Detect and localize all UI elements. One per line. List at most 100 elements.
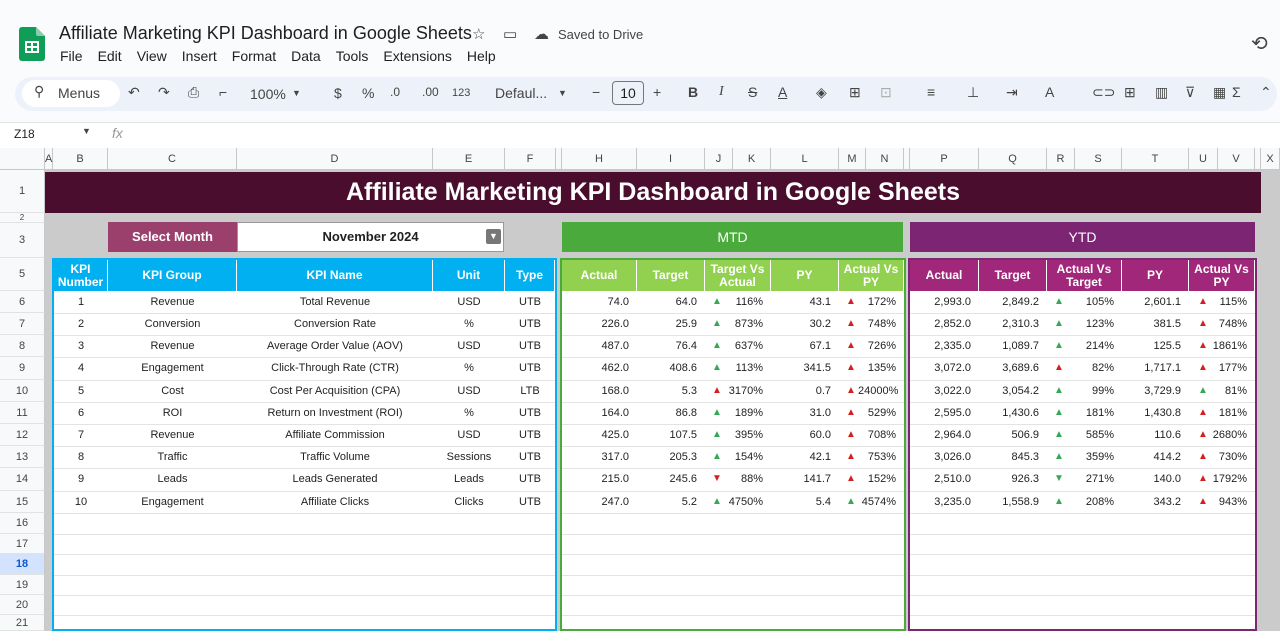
row-header[interactable]: 6	[0, 291, 45, 313]
paint-format-icon[interactable]: ⌐	[219, 84, 228, 100]
more-formats-button[interactable]: 123	[452, 87, 471, 99]
column-header[interactable]: D	[237, 148, 433, 170]
filter-icon[interactable]: ⊽	[1185, 84, 1196, 100]
undo-icon[interactable]: ↶	[128, 84, 140, 100]
select-all-corner[interactable]	[0, 148, 45, 170]
chevron-down-icon[interactable]: ▼	[558, 88, 567, 98]
row-header[interactable]: 20	[0, 595, 45, 615]
month-dropdown[interactable]: November 2024	[237, 222, 504, 252]
borders-icon[interactable]: ⊞	[849, 84, 861, 100]
row-header[interactable]: 11	[0, 402, 45, 424]
column-header[interactable]: L	[771, 148, 839, 170]
column-header[interactable]: U	[1189, 148, 1218, 170]
filter-views-icon[interactable]: ▦	[1213, 84, 1227, 100]
increase-font-size-icon[interactable]: +	[653, 84, 662, 100]
column-header[interactable]	[1255, 148, 1261, 170]
row-header[interactable]: 18	[0, 554, 45, 575]
vertical-align-icon[interactable]: ⊥	[967, 84, 980, 100]
row-header[interactable]: 3	[0, 223, 45, 258]
increase-decimal-button[interactable]: .00	[422, 85, 439, 99]
column-header[interactable]	[556, 148, 562, 170]
font-size-input[interactable]: 10	[612, 81, 644, 105]
bold-icon[interactable]: B	[688, 84, 699, 100]
menu-data[interactable]: Data	[291, 48, 321, 64]
version-history-icon[interactable]: ⟲	[1251, 33, 1268, 55]
font-select[interactable]: Defaul...	[495, 85, 548, 101]
menu-extensions[interactable]: Extensions	[383, 48, 452, 64]
column-header[interactable]: H	[562, 148, 637, 170]
align-left-icon[interactable]: ≡	[927, 84, 936, 100]
chevron-down-icon[interactable]: ▼	[82, 126, 91, 136]
menu-edit[interactable]: Edit	[97, 48, 122, 64]
functions-icon[interactable]: Σ	[1232, 84, 1241, 100]
insert-chart-icon[interactable]: ▥	[1155, 84, 1169, 100]
column-header[interactable]: M	[839, 148, 866, 170]
merge-cells-icon[interactable]: ⊡	[880, 84, 892, 100]
star-icon[interactable]: ☆	[472, 26, 486, 43]
strikethrough-icon[interactable]: S	[748, 84, 758, 100]
cloud-icon[interactable]: ☁	[534, 26, 549, 43]
redo-icon[interactable]: ↷	[158, 84, 170, 100]
sheets-logo-icon[interactable]	[19, 27, 45, 61]
decrease-font-size-icon[interactable]: −	[592, 84, 601, 100]
column-header[interactable]: S	[1075, 148, 1122, 170]
row-header[interactable]: 7	[0, 313, 45, 335]
column-header[interactable]: N	[866, 148, 904, 170]
column-header[interactable]: K	[733, 148, 771, 170]
column-header[interactable]: E	[433, 148, 505, 170]
column-header[interactable]: F	[505, 148, 556, 170]
menu-insert[interactable]: Insert	[181, 48, 217, 64]
text-color-icon[interactable]: A	[778, 84, 788, 100]
row-header[interactable]: 13	[0, 446, 45, 468]
chevron-down-icon[interactable]: ▼	[292, 88, 301, 98]
menu-view[interactable]: View	[136, 48, 167, 64]
text-wrap-icon[interactable]: ⇥	[1006, 84, 1018, 100]
column-header[interactable]: C	[108, 148, 237, 170]
row-header[interactable]: 10	[0, 380, 45, 402]
column-header[interactable]: I	[637, 148, 705, 170]
row-header[interactable]: 5	[0, 258, 45, 291]
menu-tools[interactable]: Tools	[335, 48, 369, 64]
insert-link-icon[interactable]: ⊂⊃	[1092, 84, 1116, 100]
column-header[interactable]	[904, 148, 910, 170]
move-folder-icon[interactable]: ▭	[503, 26, 518, 43]
print-icon[interactable]: ⎙	[188, 84, 200, 100]
dropdown-arrow-icon[interactable]: ▼	[486, 229, 501, 244]
column-header[interactable]: V	[1218, 148, 1255, 170]
column-header[interactable]: R	[1047, 148, 1075, 170]
row-header[interactable]: 2	[0, 213, 45, 223]
row-header[interactable]: 19	[0, 575, 45, 595]
row-header[interactable]: 15	[0, 491, 45, 513]
row-header[interactable]: 21	[0, 615, 45, 631]
column-header[interactable]: B	[53, 148, 108, 170]
menu-file[interactable]: File	[60, 48, 83, 64]
row-header[interactable]: 8	[0, 335, 45, 357]
row-header[interactable]: 9	[0, 357, 45, 380]
row-header[interactable]: 12	[0, 424, 45, 446]
zoom-select[interactable]: 100%	[250, 86, 286, 102]
row-header[interactable]: 16	[0, 513, 45, 534]
row-header[interactable]: 17	[0, 534, 45, 554]
fill-color-icon[interactable]: ◈	[816, 84, 827, 100]
name-box[interactable]: Z18	[14, 127, 35, 141]
percent-format-button[interactable]: %	[362, 85, 375, 101]
menus-search-button[interactable]	[22, 80, 120, 107]
text-rotation-icon[interactable]: A	[1045, 84, 1055, 100]
insert-comment-icon[interactable]: ⊞	[1124, 84, 1136, 100]
document-title[interactable]: Affiliate Marketing KPI Dashboard in Goo…	[59, 23, 472, 43]
row-header[interactable]: 14	[0, 468, 45, 491]
column-header[interactable]: A	[45, 148, 53, 170]
column-header[interactable]: X	[1261, 148, 1280, 170]
menu-format[interactable]: Format	[231, 48, 277, 64]
column-header[interactable]: J	[705, 148, 733, 170]
column-header[interactable]: T	[1122, 148, 1189, 170]
column-header[interactable]: Q	[979, 148, 1047, 170]
column-header[interactable]: P	[910, 148, 979, 170]
decrease-decimal-button[interactable]: .0	[390, 85, 401, 99]
menu-bar: File Edit View Insert Format Data Tools …	[60, 48, 511, 64]
italic-icon[interactable]: I	[719, 84, 724, 99]
collapse-toolbar-icon[interactable]: ⌃	[1260, 84, 1272, 100]
currency-format-button[interactable]: $	[334, 85, 342, 101]
menu-help[interactable]: Help	[466, 48, 496, 64]
row-header[interactable]: 1	[0, 170, 45, 213]
